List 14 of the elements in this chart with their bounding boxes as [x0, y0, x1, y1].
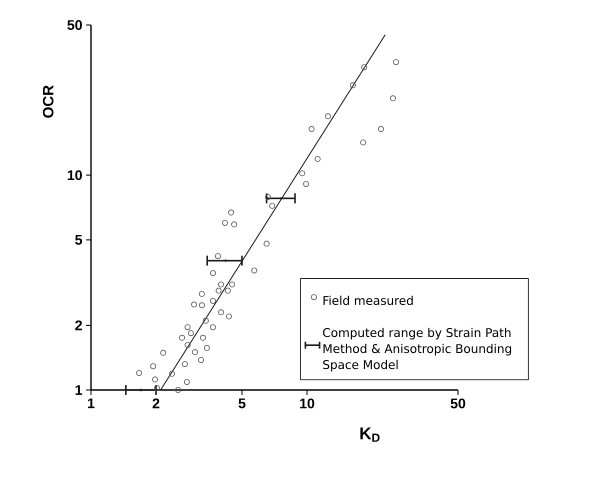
y-tick-label: 2	[75, 320, 82, 330]
x-tick-label: 5	[238, 398, 246, 408]
y-tick-label: 1	[76, 385, 82, 395]
legend-label: Field measured	[324, 296, 413, 306]
y-axis-title: OCR	[42, 85, 54, 118]
x-tick-label: 2	[152, 398, 160, 408]
x-axis-title: K$_{D}$	[360, 428, 380, 442]
y-tick-label: 5	[75, 234, 82, 245]
legend-label: Computed range by Strain Path Method & Anisotropic Bounding Space Model	[323, 328, 512, 372]
x-tick-label: 10	[300, 398, 314, 408]
y-tick-label: 10	[68, 170, 82, 180]
x-tick-label: 50	[450, 398, 466, 408]
x-tick-label: 1	[88, 398, 94, 408]
y-tick-label: 50	[67, 20, 82, 30]
